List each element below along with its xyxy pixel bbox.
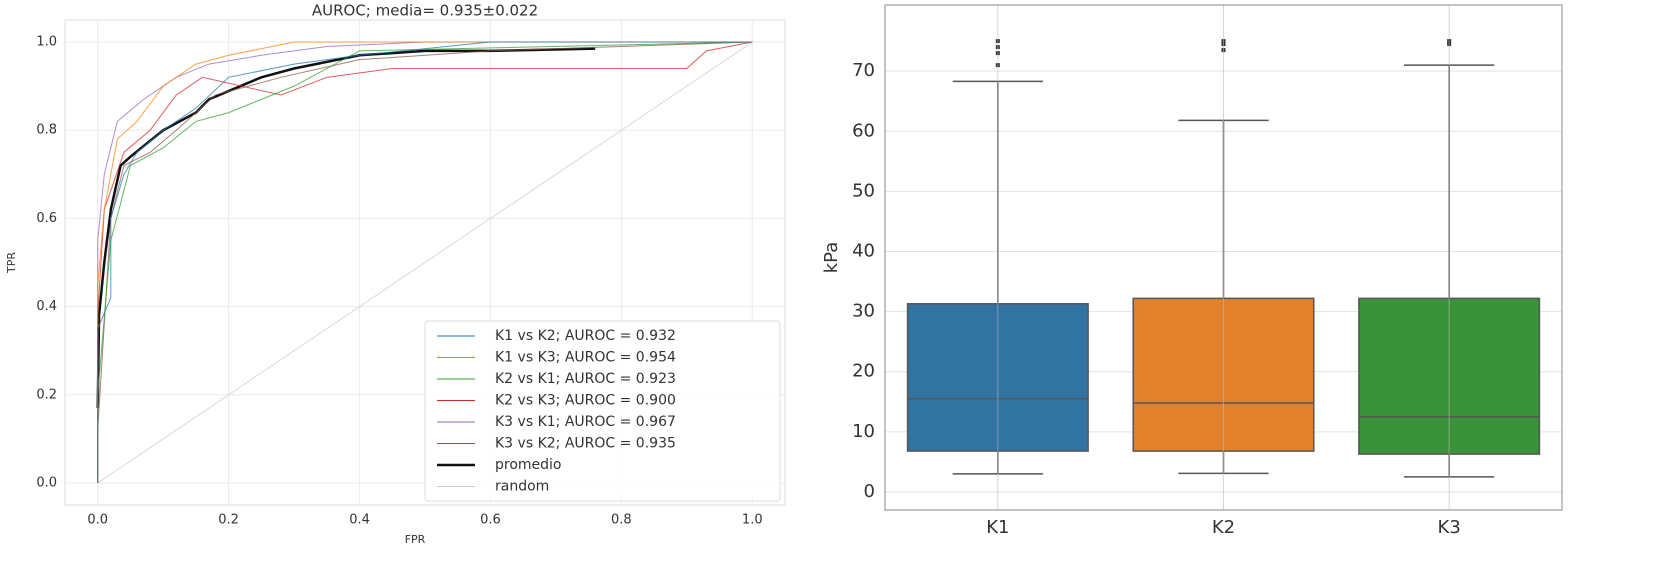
roc-line (97, 41, 753, 483)
y-tick-label: 60 (852, 120, 875, 141)
legend-label: random (495, 479, 549, 495)
x-tick-label: 1.0 (742, 513, 763, 528)
x-tick-label: 0.6 (480, 513, 501, 528)
legend-label: K2 vs K3; AUROC = 0.900 (495, 393, 676, 409)
y-tick-label: 0.6 (36, 211, 57, 226)
x-tick-label: 0.4 (349, 513, 370, 528)
y-tick-label: 0.0 (36, 475, 57, 490)
roc-line (97, 41, 753, 483)
y-tick-label: 0.2 (36, 387, 57, 402)
plot-frame (884, 4, 1563, 511)
y-tick-label: 0.4 (36, 299, 57, 314)
legend-label: K2 vs K1; AUROC = 0.923 (495, 371, 676, 387)
y-axis-label: kPa (821, 242, 842, 274)
y-tick-label: 10 (852, 421, 875, 442)
y-tick-label: 30 (852, 301, 875, 322)
y-tick-label: 1.0 (36, 35, 57, 50)
legend-label: K1 vs K3; AUROC = 0.954 (495, 350, 676, 366)
y-tick-label: 70 (852, 60, 875, 81)
x-tick-label: K1 (986, 517, 1009, 538)
y-tick-label: 20 (852, 361, 875, 382)
y-axis-label: TPR (5, 252, 18, 274)
y-tick-label: 50 (852, 180, 875, 201)
legend-label: K1 vs K2; AUROC = 0.932 (495, 328, 676, 344)
x-tick-label: 0.8 (611, 513, 632, 528)
legend-label: K3 vs K1; AUROC = 0.967 (495, 414, 676, 430)
y-tick-label: 40 (852, 240, 875, 261)
x-axis-label: FPR (405, 533, 426, 546)
x-tick-label: 0.2 (218, 513, 239, 528)
x-tick-label: 0.0 (87, 513, 108, 528)
x-tick-label: K3 (1438, 517, 1461, 538)
chart-title: AUROC; media= 0.935±0.022 (312, 2, 538, 20)
legend (424, 320, 781, 502)
roc-line (97, 41, 753, 483)
roc-line (97, 41, 753, 484)
legend-label: K3 vs K2; AUROC = 0.935 (495, 436, 676, 452)
y-tick-label: 0.8 (36, 123, 57, 138)
y-tick-label: 0 (864, 481, 875, 502)
x-tick-label: K2 (1212, 517, 1235, 538)
legend-label: promedio (495, 457, 562, 473)
